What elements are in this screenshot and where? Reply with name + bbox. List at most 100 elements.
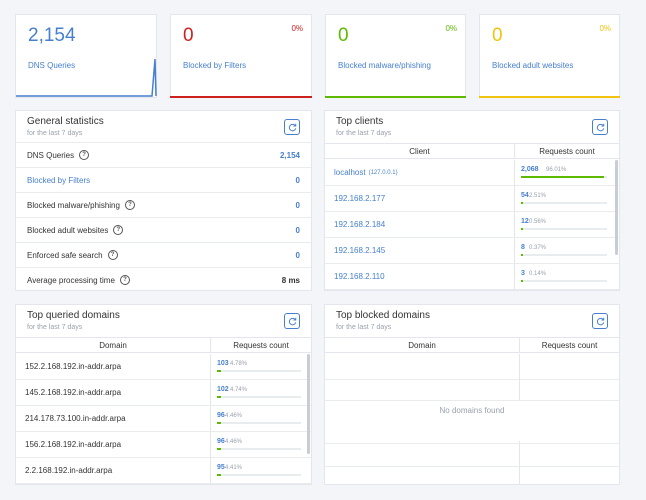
table-row: 192.168.2.145 8 0.37% [325, 238, 619, 264]
table-row: 152.2.168.192.in-addr.arpa 103 4.78% [16, 354, 311, 380]
stat-card-blocked-malware: 0 Blocked malware/phishing 0% [325, 14, 466, 98]
card-title: General statistics [27, 116, 104, 127]
client-name[interactable]: 192.168.2.177 [334, 194, 386, 203]
domain-name[interactable]: 214.178.73.100.in-addr.arpa [25, 414, 126, 423]
table-row: 2.2.168.192.in-addr.arpa 95 4.41% [16, 458, 311, 484]
request-percent: 4.41% [225, 465, 243, 471]
request-bar [521, 202, 607, 204]
stat-percent: 0% [291, 24, 303, 33]
request-count: 8 [521, 244, 525, 251]
column-header-domain[interactable]: Domain [99, 340, 127, 350]
column-header-requests[interactable]: Requests count [514, 144, 619, 158]
stat-card-blocked-filters: 0 Blocked by Filters 0% [170, 14, 312, 98]
stat-row: DNS Queries? 2,154 [16, 142, 311, 167]
stat-row-label: Blocked malware/phishing [27, 200, 120, 210]
refresh-button[interactable] [592, 313, 608, 329]
domain-name[interactable]: 152.2.168.192.in-addr.arpa [25, 362, 122, 371]
request-bar-fill [521, 254, 523, 256]
stat-value: 0 [338, 25, 349, 46]
refresh-button[interactable] [592, 119, 608, 135]
column-header-client[interactable]: Client [409, 146, 430, 156]
refresh-button[interactable] [284, 119, 300, 135]
request-count: 102 [217, 386, 229, 393]
request-percent: 0.37% [529, 245, 547, 251]
card-subtitle: for the last 7 days [27, 324, 83, 331]
stat-row-value: 0 [295, 175, 300, 185]
column-header-requests[interactable]: Requests count [210, 338, 311, 352]
card-subtitle: for the last 7 days [336, 324, 392, 331]
request-bar-fill [217, 396, 221, 398]
card-subtitle: for the last 7 days [336, 130, 392, 137]
stat-bar [479, 96, 620, 98]
stat-row: Blocked adult websites? 0 [16, 217, 311, 242]
request-bar [217, 396, 301, 398]
empty-message: No domains found [439, 406, 505, 415]
request-percent: 4.78% [230, 361, 248, 367]
stat-label: Blocked by Filters [183, 61, 247, 70]
stat-row-label: DNS Queries [27, 150, 75, 160]
domain-name[interactable]: 145.2.168.192.in-addr.arpa [25, 388, 122, 397]
request-bar-fill [521, 202, 523, 204]
stat-label: Blocked adult websites [492, 61, 574, 70]
request-count: 95 [217, 464, 225, 471]
request-count: 96 [217, 438, 225, 445]
empty-row [325, 441, 619, 467]
scrollbar[interactable] [615, 160, 618, 255]
column-header-domain[interactable]: Domain [408, 340, 436, 350]
empty-row [325, 375, 619, 401]
stat-card-dns-queries: 2,154 DNS Queries [15, 14, 157, 98]
client-name[interactable]: 192.168.2.184 [334, 220, 386, 229]
scrollbar[interactable] [307, 354, 310, 454]
card-title: Top clients [336, 116, 384, 127]
request-count: 54 [521, 192, 529, 199]
request-percent: 96.01% [546, 167, 567, 173]
help-icon[interactable]: ? [124, 200, 135, 210]
domain-name[interactable]: 156.2.168.192.in-addr.arpa [25, 440, 122, 449]
request-count: 3 [521, 270, 525, 277]
table-header: Domain Requests count [16, 337, 311, 353]
help-icon[interactable]: ? [113, 225, 124, 235]
help-icon[interactable]: ? [119, 275, 130, 285]
stat-row-value: 0 [295, 250, 300, 260]
empty-row [325, 354, 619, 380]
table-row: 156.2.168.192.in-addr.arpa 96 4.46% [16, 432, 311, 458]
refresh-button[interactable] [284, 313, 300, 329]
stat-row-value: 0 [295, 225, 300, 235]
table-row: localhost (127.0.0.1) 2,068 96.01% [325, 160, 619, 186]
table-header: Client Requests count [325, 143, 619, 159]
request-percent: 0.56% [529, 219, 547, 225]
help-icon[interactable]: ? [107, 250, 118, 260]
stat-label: DNS Queries [28, 61, 76, 70]
card-title: Top queried domains [27, 310, 120, 321]
request-bar-fill [521, 228, 523, 230]
stat-row-label[interactable]: Blocked by Filters [27, 175, 91, 185]
stat-row-value: 0 [295, 200, 300, 210]
help-icon[interactable]: ? [79, 150, 90, 160]
request-bar [217, 370, 301, 372]
request-count: 2,068 [521, 166, 539, 173]
table-row: 192.168.2.184 12 0.56% [325, 212, 619, 238]
stat-row-value: 2,154 [279, 150, 300, 160]
table-header: Domain Requests count [325, 337, 619, 353]
general-statistics-card: General statistics for the last 7 days D… [15, 110, 312, 291]
request-bar-fill [217, 370, 221, 372]
table-row: 145.2.168.192.in-addr.arpa 102 4.74% [16, 380, 311, 406]
refresh-icon [596, 317, 604, 325]
card-subtitle: for the last 7 days [27, 130, 83, 137]
client-name[interactable]: 192.168.2.145 [334, 246, 386, 255]
column-header-requests[interactable]: Requests count [519, 338, 619, 352]
request-count: 96 [217, 412, 225, 419]
table-row: 192.168.2.110 3 0.14% [325, 264, 619, 290]
stat-card-blocked-adult: 0 Blocked adult websites 0% [479, 14, 620, 98]
stat-bar [170, 96, 312, 98]
request-bar [217, 422, 301, 424]
empty-row [325, 418, 619, 444]
request-percent: 0.14% [529, 271, 547, 277]
request-bar-fill [521, 280, 523, 282]
table-row: 192.168.2.177 54 2.51% [325, 186, 619, 212]
stat-bar [325, 96, 466, 98]
client-name[interactable]: 192.168.2.110 [334, 272, 385, 281]
domain-name[interactable]: 2.2.168.192.in-addr.arpa [25, 466, 113, 475]
client-name[interactable]: localhost [334, 168, 366, 177]
request-percent: 4.46% [225, 439, 243, 445]
